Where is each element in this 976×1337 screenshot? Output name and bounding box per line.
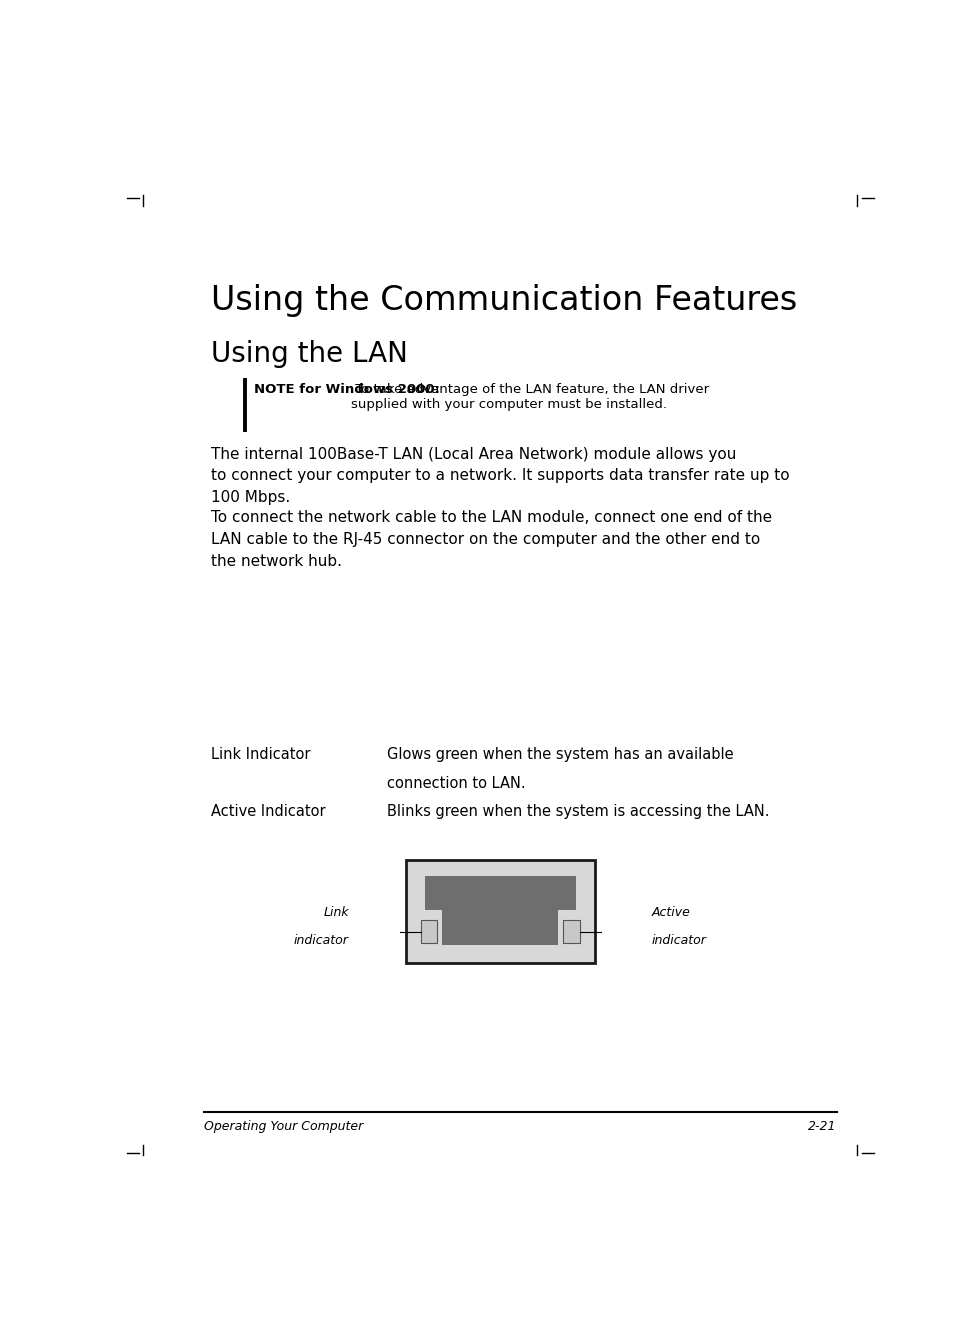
Text: Using the Communication Features: Using the Communication Features: [211, 283, 797, 317]
Bar: [563, 920, 580, 943]
Bar: [425, 876, 576, 910]
Text: The internal 100Base-T LAN (Local Area Network) module allows you
to connect you: The internal 100Base-T LAN (Local Area N…: [211, 447, 790, 505]
Text: NOTE for Windows 2000:: NOTE for Windows 2000:: [255, 382, 440, 396]
Text: Active: Active: [652, 906, 690, 919]
Text: Link: Link: [323, 906, 349, 919]
Text: connection to LAN.: connection to LAN.: [386, 775, 525, 792]
Text: Active Indicator: Active Indicator: [211, 804, 326, 818]
Text: Link Indicator: Link Indicator: [211, 747, 310, 762]
Bar: [442, 910, 558, 945]
Text: Operating Your Computer: Operating Your Computer: [204, 1120, 363, 1132]
Text: To connect the network cable to the LAN module, connect one end of the
LAN cable: To connect the network cable to the LAN …: [211, 511, 772, 568]
Text: indicator: indicator: [652, 919, 707, 947]
Text: Using the LAN: Using the LAN: [211, 340, 408, 368]
Text: Glows green when the system has an available: Glows green when the system has an avail…: [386, 747, 733, 762]
Text: To take advantage of the LAN feature, the LAN driver
supplied with your computer: To take advantage of the LAN feature, th…: [351, 382, 710, 410]
Bar: [406, 861, 594, 964]
Text: 2-21: 2-21: [808, 1120, 836, 1132]
Text: Blinks green when the system is accessing the LAN.: Blinks green when the system is accessin…: [386, 804, 769, 818]
Text: indicator: indicator: [294, 919, 349, 947]
Bar: [421, 920, 437, 943]
